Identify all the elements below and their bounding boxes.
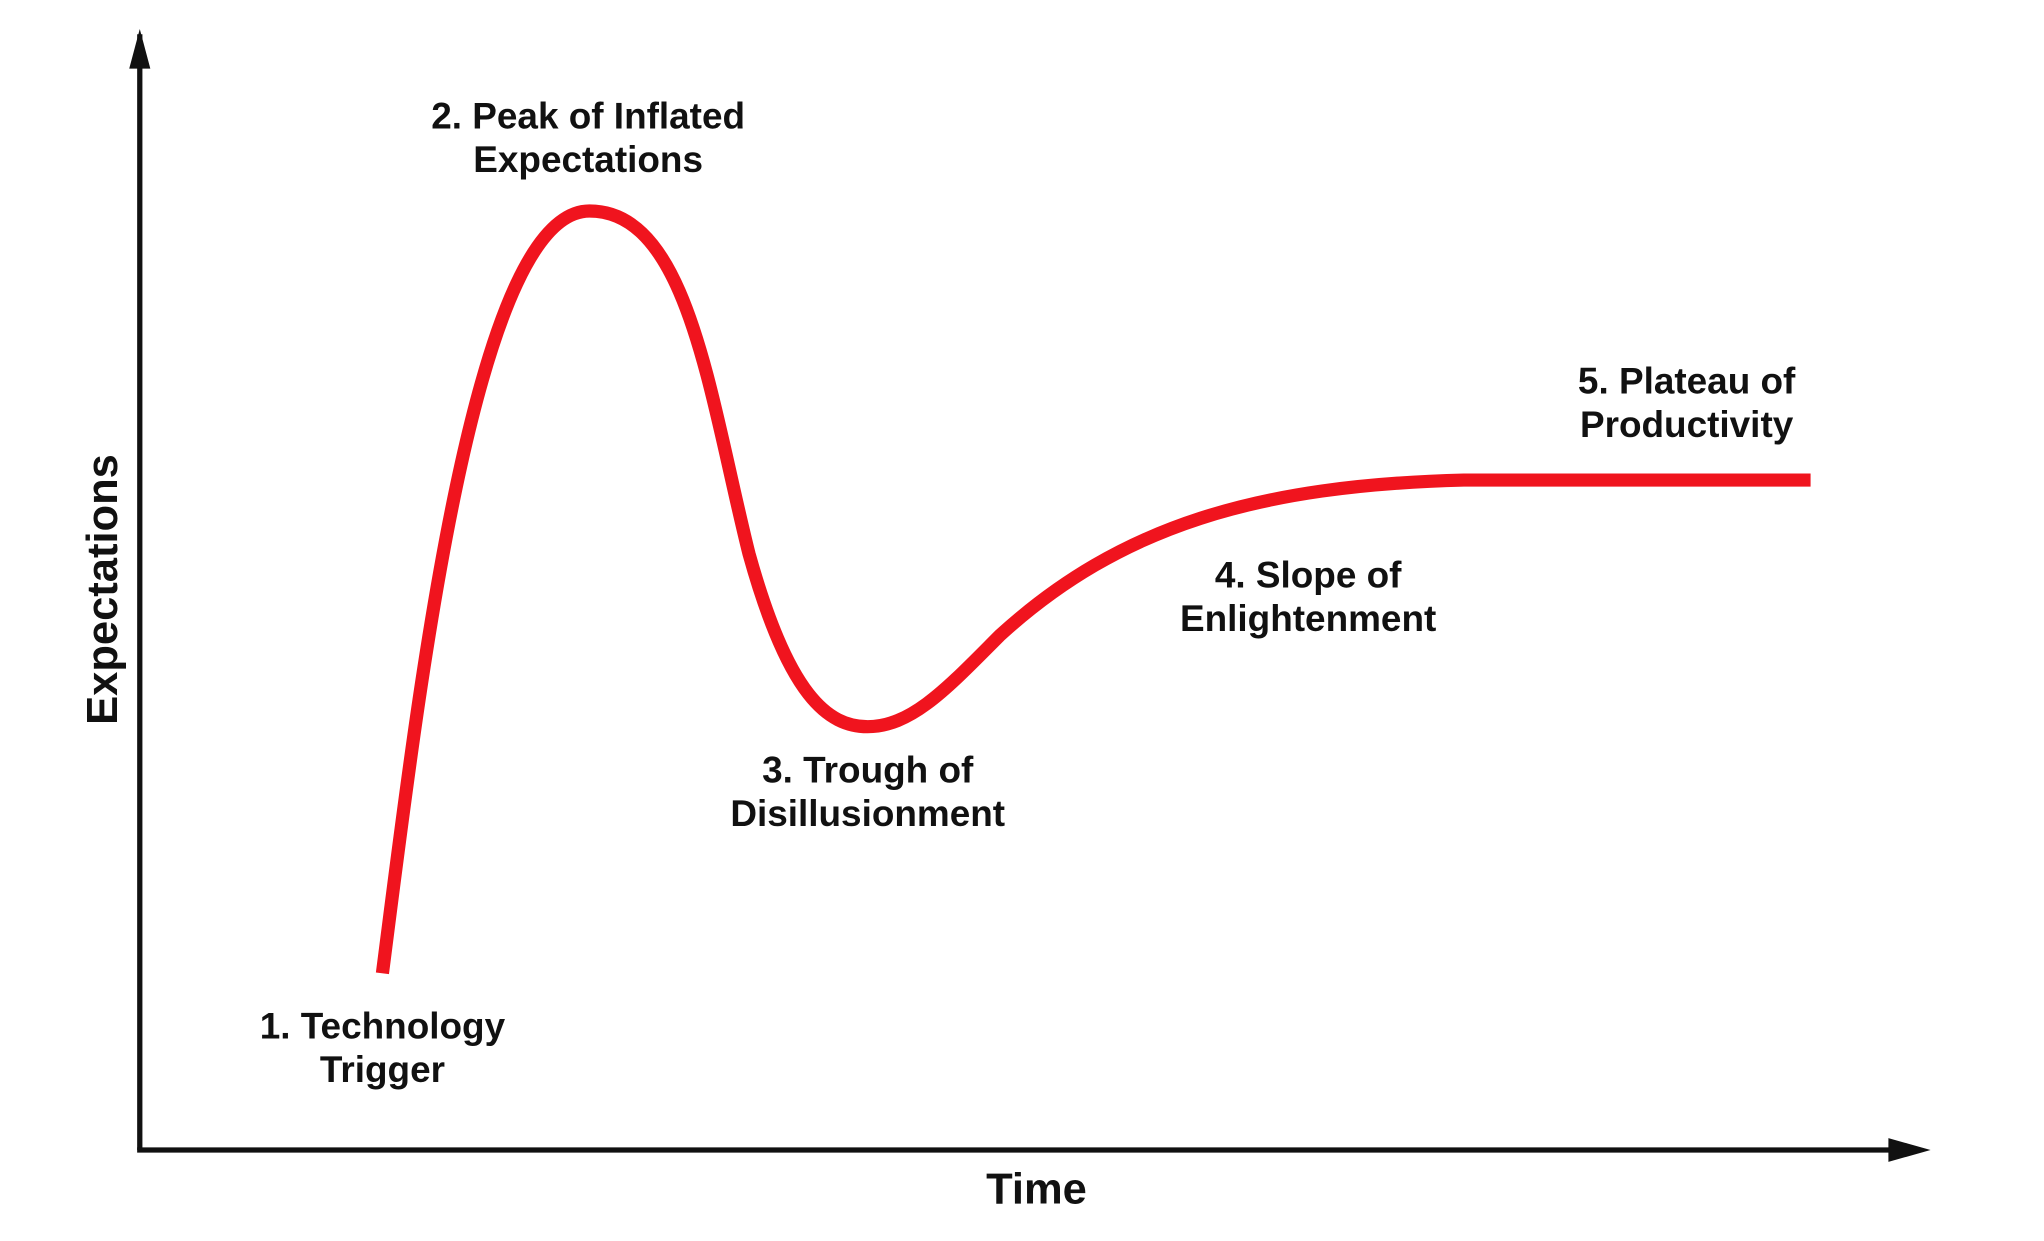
x-axis-arrow-icon bbox=[1888, 1138, 1931, 1162]
x-axis-label: Time bbox=[986, 1166, 1087, 1214]
phase-label-plateau: 5. Plateau of Productivity bbox=[1578, 361, 1796, 446]
phase-label-line: 3. Trough of bbox=[762, 750, 974, 791]
phase-label-peak: 2. Peak of Inflated Expectations bbox=[431, 95, 745, 180]
phase-label-line: 5. Plateau of bbox=[1578, 361, 1796, 402]
hype-curve bbox=[375, 204, 1811, 975]
phase-label-line: 4. Slope of bbox=[1215, 554, 1402, 595]
y-axis-arrow-icon bbox=[129, 29, 151, 69]
phase-label-line: Enlightenment bbox=[1180, 598, 1436, 639]
phase-label-trough: 3. Trough of Disillusionment bbox=[730, 750, 1005, 835]
phase-label-line: Expectations bbox=[473, 139, 703, 180]
phase-label-technology-trigger: 1. Technology Trigger bbox=[260, 1005, 506, 1090]
phase-label-line: Productivity bbox=[1580, 404, 1794, 445]
y-axis-label: Expectations bbox=[79, 454, 127, 725]
phase-label-line: 1. Technology bbox=[260, 1005, 506, 1046]
phase-label-slope: 4. Slope of Enlightenment bbox=[1180, 554, 1436, 639]
phase-label-line: 2. Peak of Inflated bbox=[431, 95, 745, 136]
phase-label-line: Trigger bbox=[320, 1049, 445, 1090]
phase-label-line: Disillusionment bbox=[730, 793, 1005, 834]
